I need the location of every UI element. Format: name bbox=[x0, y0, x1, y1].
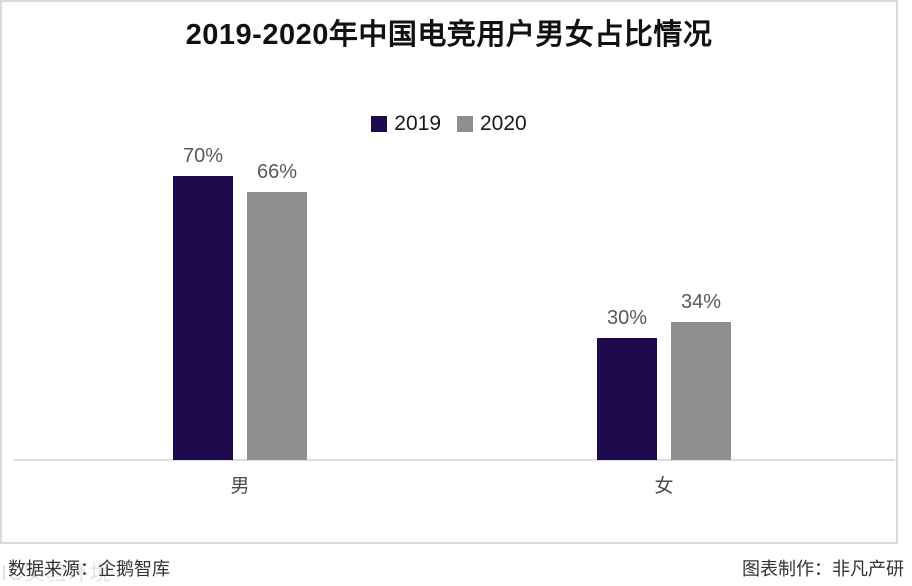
legend-label: 2019 bbox=[394, 112, 441, 135]
bar-column: 66% bbox=[247, 161, 307, 460]
legend-swatch-icon bbox=[457, 116, 473, 132]
legend-item-2020: 2020 bbox=[457, 112, 527, 136]
data-source-text: 数据来源：企鹅智库 bbox=[8, 559, 170, 579]
legend-item-2019: 2019 bbox=[371, 112, 441, 136]
bar-value-label: 70% bbox=[182, 145, 224, 167]
chart-title: 2019-2020年中国电竞用户男女占比情况 bbox=[185, 19, 713, 51]
x-axis-line bbox=[14, 459, 895, 461]
bar-2020-女 bbox=[671, 322, 731, 460]
watermark-text: IC实验环境 bbox=[1, 562, 112, 585]
legend-label: 2020 bbox=[480, 112, 527, 135]
category-label-女: 女 bbox=[654, 476, 674, 497]
chart-frame bbox=[0, 0, 898, 544]
bar-column: 70% bbox=[173, 145, 233, 460]
bar-2019-男 bbox=[173, 176, 233, 460]
bar-value-label: 34% bbox=[680, 291, 722, 313]
category-label-男: 男 bbox=[230, 476, 250, 497]
bar-group-女: 30% 34% bbox=[597, 291, 731, 460]
bar-group-男: 70% 66% bbox=[173, 145, 307, 460]
bar-2019-女 bbox=[597, 338, 657, 460]
bar-value-label: 30% bbox=[606, 307, 648, 329]
bar-column: 30% bbox=[597, 307, 657, 460]
legend-swatch-icon bbox=[371, 116, 388, 132]
bar-value-label: 66% bbox=[256, 161, 298, 183]
chart-legend: 2019 2020 bbox=[0, 112, 898, 136]
bar-2020-男 bbox=[247, 192, 307, 460]
chart-credit-text: 图表制作：非凡产研 bbox=[742, 559, 904, 579]
bar-column: 34% bbox=[671, 291, 731, 460]
